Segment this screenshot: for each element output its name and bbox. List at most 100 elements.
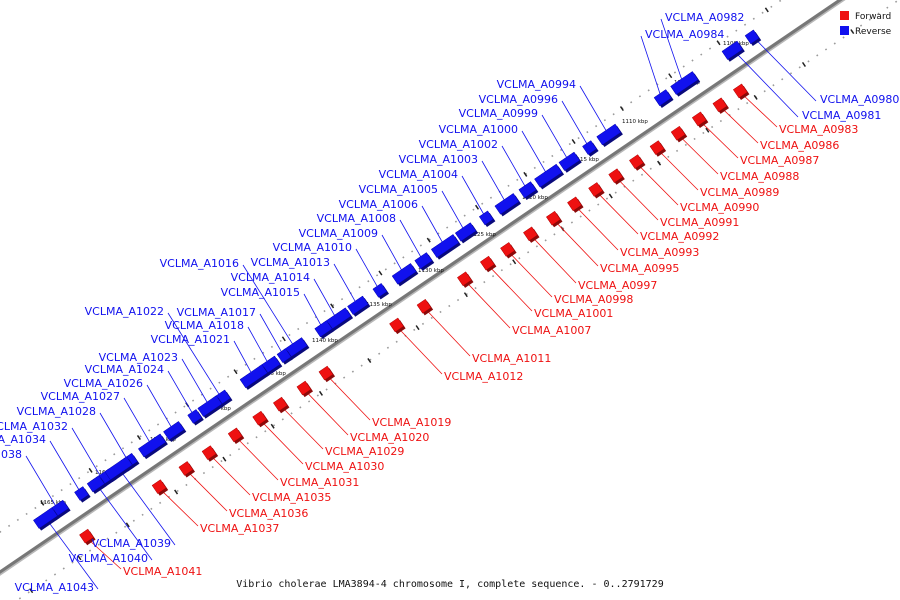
reverse-gene-feature[interactable] <box>33 507 58 529</box>
reverse-gene-label[interactable]: VCLMA_A1024 <box>85 363 164 376</box>
reverse-gene-feature[interactable] <box>163 421 185 441</box>
forward-gene-label[interactable]: VCLMA_A0988 <box>720 170 799 183</box>
reverse-gene-feature[interactable] <box>239 364 268 389</box>
reverse-gene-label[interactable]: VCLMA_A1003 <box>399 153 478 166</box>
reverse-gene-label[interactable]: VCLMA_A1034 <box>0 433 46 446</box>
forward-gene-feature[interactable] <box>318 365 334 381</box>
reverse-gene-label[interactable]: VCLMA_A1038 <box>0 448 22 461</box>
reverse-gene-label[interactable]: VCLMA_A1013 <box>251 256 330 269</box>
reverse-gene-feature[interactable] <box>454 222 477 242</box>
reverse-gene-label[interactable]: VCLMA_A1008 <box>317 212 396 225</box>
forward-gene-feature[interactable] <box>416 298 432 314</box>
reverse-gene-label[interactable]: VCLMA_A1021 <box>151 333 230 346</box>
reverse-gene-feature[interactable] <box>347 295 369 315</box>
forward-gene-feature[interactable] <box>691 111 707 127</box>
forward-gene-feature[interactable] <box>500 242 515 257</box>
forward-gene-feature[interactable] <box>252 410 268 426</box>
reverse-gene-label[interactable]: VCLMA_A1010 <box>273 241 352 254</box>
reverse-gene-label[interactable]: VCLMA_A1018 <box>165 319 244 332</box>
reverse-gene-feature[interactable] <box>670 71 699 95</box>
reverse-gene-label[interactable]: VCLMA_A1043 <box>15 581 94 594</box>
forward-gene-label[interactable]: VCLMA_A0983 <box>779 123 858 136</box>
reverse-gene-label[interactable]: VCLMA_A0999 <box>459 107 538 120</box>
forward-gene-label[interactable]: VCLMA_A0990 <box>680 201 759 214</box>
forward-gene-label[interactable]: VCLMA_A0998 <box>554 293 633 306</box>
forward-gene-feature[interactable] <box>227 427 243 443</box>
reverse-gene-feature[interactable] <box>414 252 433 270</box>
forward-gene-label[interactable]: VCLMA_A1030 <box>305 460 384 473</box>
reverse-gene-feature[interactable] <box>558 151 581 171</box>
forward-gene-label[interactable]: VCLMA_A0995 <box>600 262 679 275</box>
reverse-gene-feature[interactable] <box>494 193 520 215</box>
forward-gene-feature[interactable] <box>479 255 495 271</box>
forward-gene-feature[interactable] <box>712 97 728 113</box>
reverse-gene-label[interactable]: VCLMA_A1009 <box>299 227 378 240</box>
reverse-gene-label[interactable]: VCLMA_A1015 <box>221 286 300 299</box>
forward-gene-label[interactable]: VCLMA_A1029 <box>325 445 404 458</box>
reverse-gene-label[interactable]: VCLMA_A1032 <box>0 420 68 433</box>
reverse-gene-label[interactable]: VCLMA_A1026 <box>64 377 143 390</box>
forward-gene-label[interactable]: VCLMA_A1035 <box>252 491 331 504</box>
forward-gene-label[interactable]: VCLMA_A1036 <box>229 507 308 520</box>
reverse-gene-label[interactable]: VCLMA_A1017 <box>177 306 256 319</box>
reverse-gene-label[interactable]: VCLMA_A1002 <box>419 138 498 151</box>
reverse-gene-feature[interactable] <box>596 123 622 146</box>
reverse-gene-label[interactable]: VCLMA_A1027 <box>41 390 120 403</box>
reverse-gene-label[interactable]: VCLMA_A1039 <box>92 537 171 550</box>
forward-gene-feature[interactable] <box>588 182 603 197</box>
forward-gene-label[interactable]: VCLMA_A1012 <box>444 370 523 383</box>
reverse-gene-label[interactable]: VCLMA_A0996 <box>479 93 558 106</box>
forward-gene-feature[interactable] <box>151 479 167 494</box>
forward-gene-feature[interactable] <box>649 140 665 155</box>
reverse-gene-label[interactable]: VCLMA_A1040 <box>69 552 148 565</box>
forward-gene-label[interactable]: VCLMA_A1020 <box>350 431 429 444</box>
forward-gene-label[interactable]: VCLMA_A0989 <box>700 186 779 199</box>
reverse-gene-label[interactable]: VCLMA_A1022 <box>85 305 164 318</box>
reverse-gene-label[interactable]: VCLMA_A1006 <box>339 198 418 211</box>
forward-gene-feature[interactable] <box>456 271 472 287</box>
reverse-gene-feature[interactable] <box>534 163 563 188</box>
reverse-gene-label[interactable]: VCLMA_A0984 <box>645 28 724 41</box>
forward-gene-feature[interactable] <box>272 396 288 412</box>
forward-gene-feature[interactable] <box>732 83 748 99</box>
reverse-gene-feature[interactable] <box>197 395 223 417</box>
forward-gene-label[interactable]: VCLMA_A0986 <box>760 139 839 152</box>
reverse-gene-feature[interactable] <box>86 475 105 493</box>
reverse-gene-label[interactable]: VCLMA_A0980 <box>820 93 899 106</box>
forward-gene-label[interactable]: VCLMA_A0991 <box>660 216 739 229</box>
forward-gene-label[interactable]: VCLMA_A0993 <box>620 246 699 259</box>
reverse-gene-feature[interactable] <box>74 486 89 501</box>
forward-gene-label[interactable]: VCLMA_A1041 <box>123 565 202 578</box>
forward-gene-label[interactable]: VCLMA_A1037 <box>200 522 279 535</box>
reverse-gene-label[interactable]: VCLMA_A1000 <box>439 123 518 136</box>
forward-gene-feature[interactable] <box>178 461 194 476</box>
reverse-gene-feature[interactable] <box>104 456 133 481</box>
reverse-gene-feature[interactable] <box>187 409 203 424</box>
reverse-gene-feature[interactable] <box>721 40 744 60</box>
reverse-gene-label[interactable]: VCLMA_A1014 <box>231 271 310 284</box>
forward-gene-feature[interactable] <box>389 317 404 333</box>
reverse-gene-label[interactable]: VCLMA_A1016 <box>160 257 239 270</box>
reverse-gene-feature[interactable] <box>391 263 417 285</box>
forward-gene-label[interactable]: VCLMA_A0997 <box>578 279 657 292</box>
reverse-gene-feature[interactable] <box>372 282 388 298</box>
reverse-gene-feature[interactable] <box>430 234 460 258</box>
forward-gene-feature[interactable] <box>296 380 312 396</box>
forward-gene-feature[interactable] <box>670 125 686 141</box>
forward-gene-feature[interactable] <box>79 528 94 544</box>
forward-gene-feature[interactable] <box>608 168 624 184</box>
forward-gene-feature[interactable] <box>567 196 582 212</box>
reverse-gene-label[interactable]: VCLMA_A1004 <box>379 168 458 181</box>
forward-gene-label[interactable]: VCLMA_A0987 <box>740 154 819 167</box>
forward-gene-feature[interactable] <box>628 154 644 169</box>
reverse-gene-feature[interactable] <box>478 210 494 226</box>
forward-gene-label[interactable]: VCLMA_A1031 <box>280 476 359 489</box>
reverse-gene-feature[interactable] <box>653 89 672 107</box>
forward-gene-feature[interactable] <box>523 226 538 242</box>
reverse-gene-label[interactable]: VCLMA_A1023 <box>99 351 178 364</box>
reverse-gene-feature[interactable] <box>744 29 760 45</box>
forward-gene-label[interactable]: VCLMA_A1011 <box>472 352 551 365</box>
reverse-gene-feature[interactable] <box>518 181 537 199</box>
forward-gene-label[interactable]: VCLMA_A0992 <box>640 230 719 243</box>
reverse-gene-label[interactable]: VCLMA_A0994 <box>497 78 576 91</box>
